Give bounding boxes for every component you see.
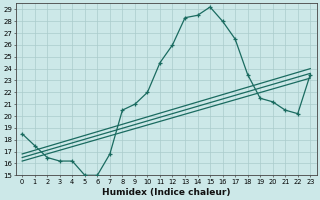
- X-axis label: Humidex (Indice chaleur): Humidex (Indice chaleur): [102, 188, 230, 197]
